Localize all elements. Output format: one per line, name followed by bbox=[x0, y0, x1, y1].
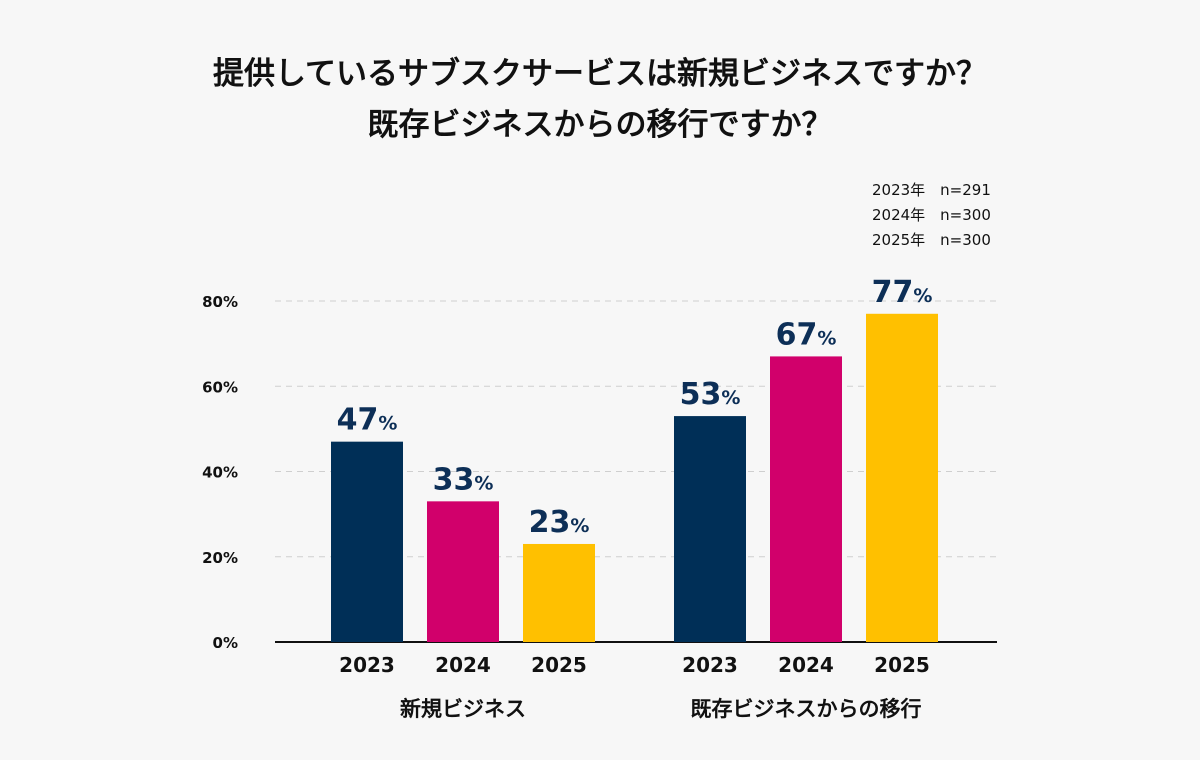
data-label: 53% bbox=[680, 377, 741, 412]
y-tick-label: 80% bbox=[202, 293, 238, 311]
chart-title-line-2: 既存ビジネスからの移行ですか？ bbox=[368, 107, 833, 143]
legend-2023: 2023年 n=291 bbox=[872, 181, 991, 199]
data-label: 77% bbox=[872, 275, 933, 310]
bar-2023 bbox=[331, 441, 403, 642]
chart-title-line-1: 提供しているサブスクサービスは新規ビジネスですか？ bbox=[213, 56, 987, 92]
data-label: 47% bbox=[337, 403, 398, 438]
bar-2025 bbox=[523, 543, 595, 642]
y-tick-label: 20% bbox=[202, 549, 238, 567]
bar-2024 bbox=[770, 356, 842, 642]
x-tick-label: 2024 bbox=[435, 653, 491, 677]
bar-2023 bbox=[674, 416, 746, 642]
x-tick-label: 2023 bbox=[682, 653, 738, 677]
group-label: 既存ビジネスからの移行 bbox=[691, 697, 922, 721]
data-label: 23% bbox=[529, 505, 590, 540]
x-tick-label: 2024 bbox=[778, 653, 834, 677]
legend-2024: 2024年 n=300 bbox=[872, 206, 991, 224]
bar-2025 bbox=[866, 313, 938, 642]
x-tick-label: 2025 bbox=[874, 653, 930, 677]
legend-2025: 2025年 n=300 bbox=[872, 231, 991, 249]
x-tick-label: 2023 bbox=[339, 653, 395, 677]
x-tick-label: 2025 bbox=[531, 653, 587, 677]
y-tick-label: 40% bbox=[202, 464, 238, 482]
data-label: 33% bbox=[433, 462, 494, 497]
group-label: 新規ビジネス bbox=[400, 697, 526, 721]
y-tick-label: 0% bbox=[213, 634, 238, 652]
data-label: 67% bbox=[776, 317, 837, 352]
y-tick-label: 60% bbox=[202, 378, 238, 396]
bar-2024 bbox=[427, 501, 499, 642]
